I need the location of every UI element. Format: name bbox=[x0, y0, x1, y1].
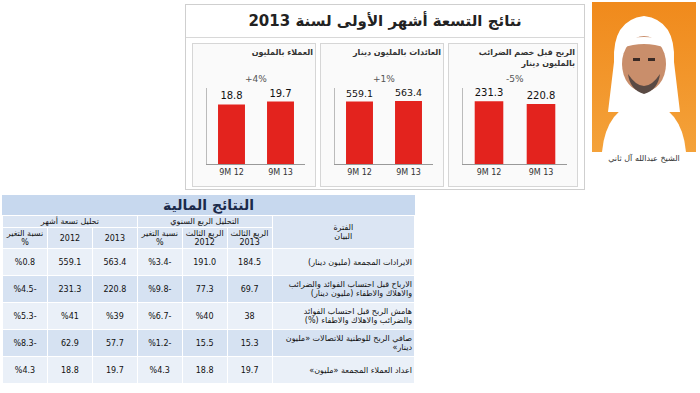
html-text:184.5: 184.5 bbox=[238, 257, 261, 267]
html-text:نسبة التغير %: نسبة التغير % bbox=[141, 229, 178, 247]
html-text:19.7: 19.7 bbox=[105, 365, 124, 375]
html-text:563.4: 563.4 bbox=[103, 257, 127, 267]
svg-text:9M 12: 9M 12 bbox=[347, 168, 372, 177]
html-text:التحليل الربع السنوي: التحليل الربع السنوي bbox=[170, 217, 239, 226]
html-text:الربع الثالث 2013: الربع الثالث 2013 bbox=[230, 229, 269, 247]
svg-text:+1%: +1% bbox=[373, 74, 395, 84]
html-text:69.7: 69.7 bbox=[240, 284, 259, 294]
html-text:38: 38 bbox=[244, 311, 255, 321]
svg-text:18.8: 18.8 bbox=[220, 90, 242, 101]
html-text:%9.8-: %9.8- bbox=[148, 284, 172, 294]
html-text:15.5: 15.5 bbox=[195, 338, 214, 348]
html-text:%4.5-: %4.5- bbox=[13, 284, 37, 294]
html-text:2013: 2013 bbox=[104, 233, 125, 243]
svg-text:9M 13: 9M 13 bbox=[396, 168, 421, 177]
html-text:الايرادات المجمعة (مليون دينار: الايرادات المجمعة (مليون دينار) bbox=[308, 257, 412, 267]
html-text:الربح قبل خصم الضرائب بالمليون: الربح قبل خصم الضرائب بالمليون دينار bbox=[478, 48, 575, 68]
html-text:تحليل تسعة أشهر: تحليل تسعة أشهر bbox=[40, 217, 99, 226]
svg-text:+4%: +4% bbox=[245, 74, 267, 84]
html-text:559.1: 559.1 bbox=[58, 257, 82, 267]
html-text:البيان: البيان bbox=[334, 232, 353, 241]
html-text:هامش الربح قبل احتساب الفوائد: هامش الربح قبل احتساب الفوائد والضرائب و… bbox=[303, 307, 412, 325]
html-text:نتائج التسعة أشهر الأولى لسنة: نتائج التسعة أشهر الأولى لسنة 2013 bbox=[248, 12, 522, 30]
html-text:العائدات بالمليون دينار: العائدات بالمليون دينار bbox=[353, 48, 441, 57]
html-text:الارباح قبل احتساب الفوائد وال: الارباح قبل احتساب الفوائد والضرائب والا… bbox=[288, 280, 412, 298]
html-text:%39: %39 bbox=[106, 311, 124, 321]
svg-text:9M 13: 9M 13 bbox=[268, 168, 293, 177]
html-text:220.8: 220.8 bbox=[103, 284, 127, 294]
svg-text:563.4: 563.4 bbox=[395, 87, 422, 98]
html-text:19.7: 19.7 bbox=[240, 365, 259, 375]
html-text:الربع الثالث 2012: الربع الثالث 2012 bbox=[185, 229, 224, 247]
svg-text:220.8: 220.8 bbox=[527, 90, 556, 101]
html-text:صافي الربح للوطنية للاتصالات «: صافي الربح للوطنية للاتصالات «مليون دينا… bbox=[285, 334, 412, 352]
svg-text:-5%: -5% bbox=[506, 74, 524, 84]
html-text:18.8: 18.8 bbox=[195, 365, 214, 375]
html-text:%0.8: %0.8 bbox=[14, 257, 36, 267]
svg-text:559.1: 559.1 bbox=[346, 88, 373, 99]
html-text:%1.2-: %1.2- bbox=[148, 338, 172, 348]
html-text:%41: %41 bbox=[61, 311, 79, 321]
svg-text:19.7: 19.7 bbox=[269, 88, 291, 99]
svg-text:9M 12: 9M 12 bbox=[477, 168, 502, 177]
html-text:النتائج المالية: النتائج المالية bbox=[162, 197, 255, 213]
html-text:%4.3: %4.3 bbox=[149, 365, 170, 375]
html-text:الشيخ عبدالله آل ثاني: الشيخ عبدالله آل ثاني bbox=[608, 154, 680, 163]
svg-text:9M 12: 9M 12 bbox=[219, 168, 244, 177]
html-text:%6.7-: %6.7- bbox=[148, 311, 172, 321]
html-text:62.9: 62.9 bbox=[61, 338, 79, 348]
html-text:نسبة التغير %: نسبة التغير % bbox=[6, 229, 44, 247]
html-text:77.3: 77.3 bbox=[195, 284, 214, 294]
html-text:2012: 2012 bbox=[59, 233, 81, 243]
html-text:18.8: 18.8 bbox=[61, 365, 79, 375]
html-text:%40: %40 bbox=[195, 311, 214, 321]
html-text:%4.3: %4.3 bbox=[14, 365, 36, 375]
svg-text:9M 13: 9M 13 bbox=[529, 168, 554, 177]
html-text:231.3: 231.3 bbox=[58, 284, 82, 294]
html-text:%3.4-: %3.4- bbox=[148, 257, 172, 267]
html-text:العملاء بالمليون: العملاء بالمليون bbox=[251, 48, 313, 57]
html-text:15.3: 15.3 bbox=[240, 338, 259, 348]
svg-text:231.3: 231.3 bbox=[475, 87, 504, 98]
html-text:191.0: 191.0 bbox=[193, 257, 217, 267]
html-text:%8.3-: %8.3- bbox=[13, 338, 37, 348]
html-text:اعداد العملاء المجمعة «مليون»: اعداد العملاء المجمعة «مليون» bbox=[309, 365, 412, 375]
html-text:الفترة: الفترة bbox=[333, 223, 354, 232]
html-text:57.7: 57.7 bbox=[105, 338, 124, 348]
html-text:%5.3-: %5.3- bbox=[13, 311, 37, 321]
